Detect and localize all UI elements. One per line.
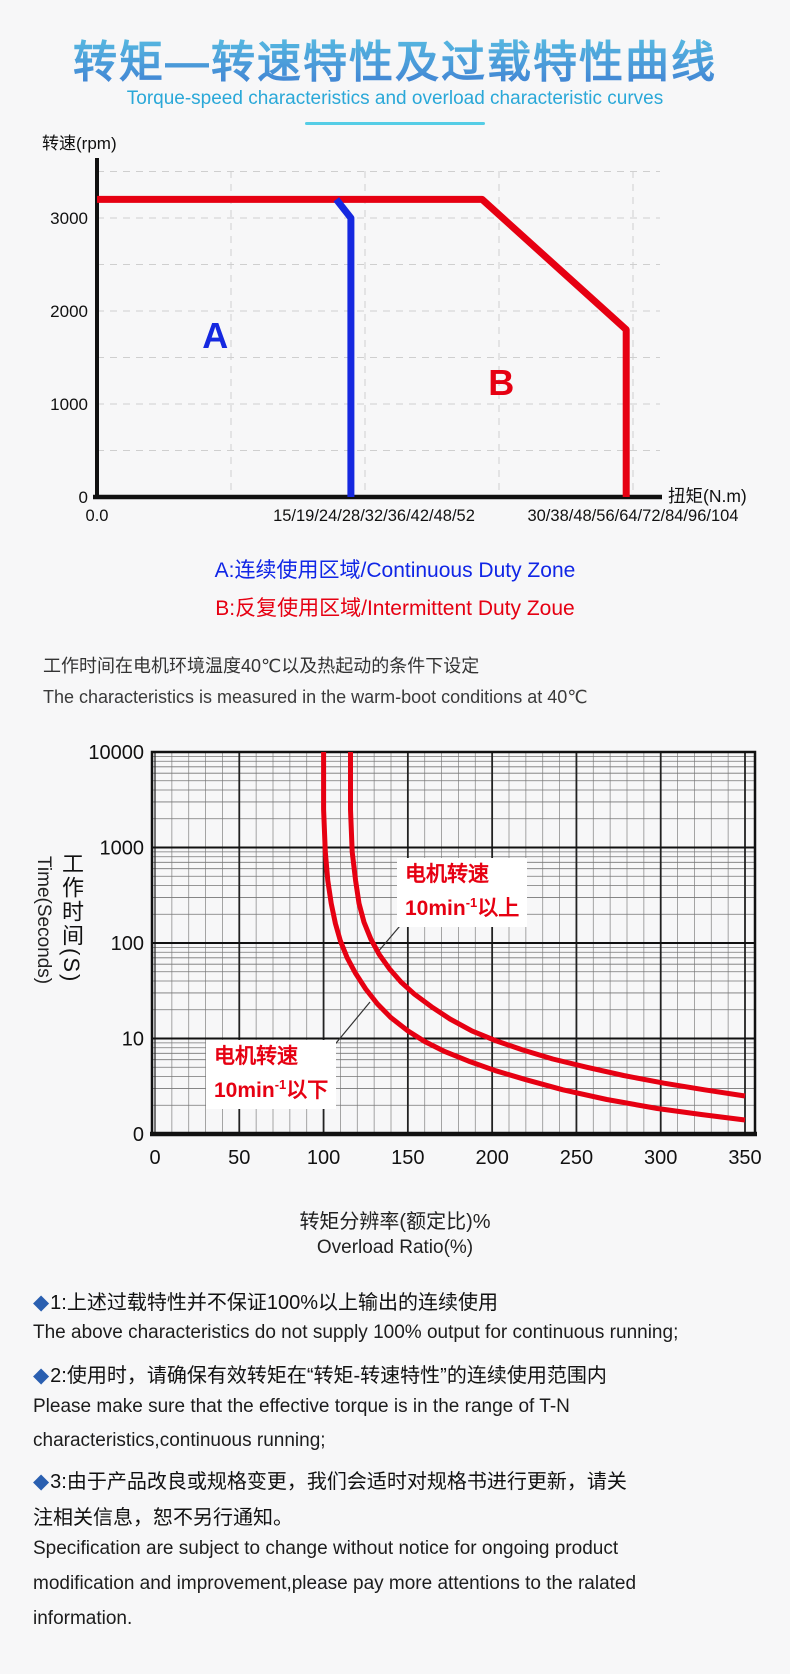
page-subtitle: Torque-speed characteristics and overloa… <box>126 88 664 109</box>
callout-motor-speed-below: 电机转速 10min-1以下 <box>206 1040 337 1109</box>
note-1-cn: ◆1:上述过载特性并不保证100%以上输出的连续使用 <box>33 1286 772 1315</box>
svg-text:30/38/48/56/64/72/84/96/104: 30/38/48/56/64/72/84/96/104 <box>527 507 738 525</box>
note-2-cn: ◆2:使用时，请确保有效转矩在“转矩-转速特性”的连续使用范围内 <box>33 1359 772 1388</box>
note-2-en-line1: Please make sure that the effective torq… <box>33 1396 570 1417</box>
callout-lower-line2: 10min-1以下 <box>214 1077 329 1102</box>
note-2-en-line2: characteristics,continuous running; <box>33 1430 326 1451</box>
note-1-cn-text: 1:上述过载特性并不保证100%以上输出的连续使用 <box>50 1292 498 1314</box>
note-3-en-line2: modification and improvement,please pay … <box>33 1573 637 1594</box>
svg-text:150: 150 <box>391 1147 424 1169</box>
title-underline <box>305 122 485 125</box>
svg-text:2000: 2000 <box>50 302 88 321</box>
svg-text:扭矩(N.m): 扭矩(N.m) <box>668 486 747 506</box>
callout-lower-line1: 电机转速 <box>214 1045 298 1068</box>
diamond-bullet-icon: ◆ <box>33 1364 50 1387</box>
svg-text:300: 300 <box>644 1147 677 1169</box>
svg-text:A: A <box>202 315 228 356</box>
chart2-y-axis-label-cn: 工作时间(S) <box>59 852 84 984</box>
chart1-y-axis-label: 转速(rpm) <box>42 134 117 153</box>
note-2-cn-text: 2:使用时，请确保有效转矩在“转矩-转速特性”的连续使用范围内 <box>50 1365 607 1387</box>
svg-text:B: B <box>488 362 514 403</box>
page-title: 转矩—转速特性及过载特性曲线 <box>0 26 790 90</box>
callout-upper-line1: 电机转速 <box>405 863 489 886</box>
note-3-cn-line1: ◆3:由于产品改良或规格变更，我们会适时对规格书进行更新，请关 <box>33 1465 772 1494</box>
svg-text:1000: 1000 <box>50 395 88 414</box>
svg-text:15/19/24/28/32/36/42/48/52: 15/19/24/28/32/36/42/48/52 <box>273 507 475 525</box>
svg-text:0.0: 0.0 <box>86 507 109 525</box>
callout-motor-speed-above: 电机转速 10min-1以上 <box>397 858 528 927</box>
svg-text:0: 0 <box>133 1124 144 1146</box>
note-3-en-line1: Specification are subject to change with… <box>33 1538 619 1559</box>
chart2-x-axis-label-cn: 转矩分辨率(额定比)% <box>299 1211 491 1233</box>
svg-text:10: 10 <box>122 1029 144 1051</box>
callout-upper-line2: 10min-1以上 <box>405 895 520 920</box>
svg-text:10000: 10000 <box>88 742 144 764</box>
svg-text:200: 200 <box>475 1147 508 1169</box>
svg-text:0: 0 <box>79 488 88 507</box>
chart2-y-axis-label-en: Time(Seconds) <box>33 856 54 985</box>
diamond-bullet-icon: ◆ <box>33 1470 50 1493</box>
svg-text:3000: 3000 <box>50 209 88 228</box>
svg-text:1000: 1000 <box>100 838 145 860</box>
note-3-cn-text: 3:由于产品改良或规格变更，我们会适时对规格书进行更新，请关 <box>50 1471 627 1493</box>
test-conditions-text-en: The characteristics is measured in the w… <box>43 687 588 707</box>
overload-characteristic-chart: 0 10 100 1000 10000 0 50 100 150 200 250 300 350 <box>88 742 761 1169</box>
torque-speed-chart: A B 0 1000 2000 3000 0.0 15/19/24/28/32/36/42/4… <box>50 158 747 525</box>
svg-text:50: 50 <box>228 1147 250 1169</box>
svg-text:100: 100 <box>111 933 144 955</box>
svg-text:100: 100 <box>307 1147 340 1169</box>
test-conditions-text-cn: 工作时间在电机环境温度40℃以及热起动的条件下设定 <box>43 656 480 676</box>
legend-intermittent-duty-zone: B:反复使用区域/Intermittent Duty Zoue <box>215 597 575 620</box>
svg-text:350: 350 <box>728 1147 761 1169</box>
svg-text:0: 0 <box>149 1147 160 1169</box>
svg-text:250: 250 <box>560 1147 593 1169</box>
note-3-en-line3: information. <box>33 1608 133 1629</box>
note-1-en: The above characteristics do not supply … <box>33 1322 679 1343</box>
diamond-bullet-icon: ◆ <box>33 1291 50 1314</box>
legend-continuous-duty-zone: A:连续使用区域/Continuous Duty Zone <box>214 559 576 582</box>
chart2-x-axis-label-en: Overload Ratio(%) <box>316 1237 474 1258</box>
note-3-cn-line2: 注相关信息，恕不另行通知。 <box>33 1507 293 1529</box>
